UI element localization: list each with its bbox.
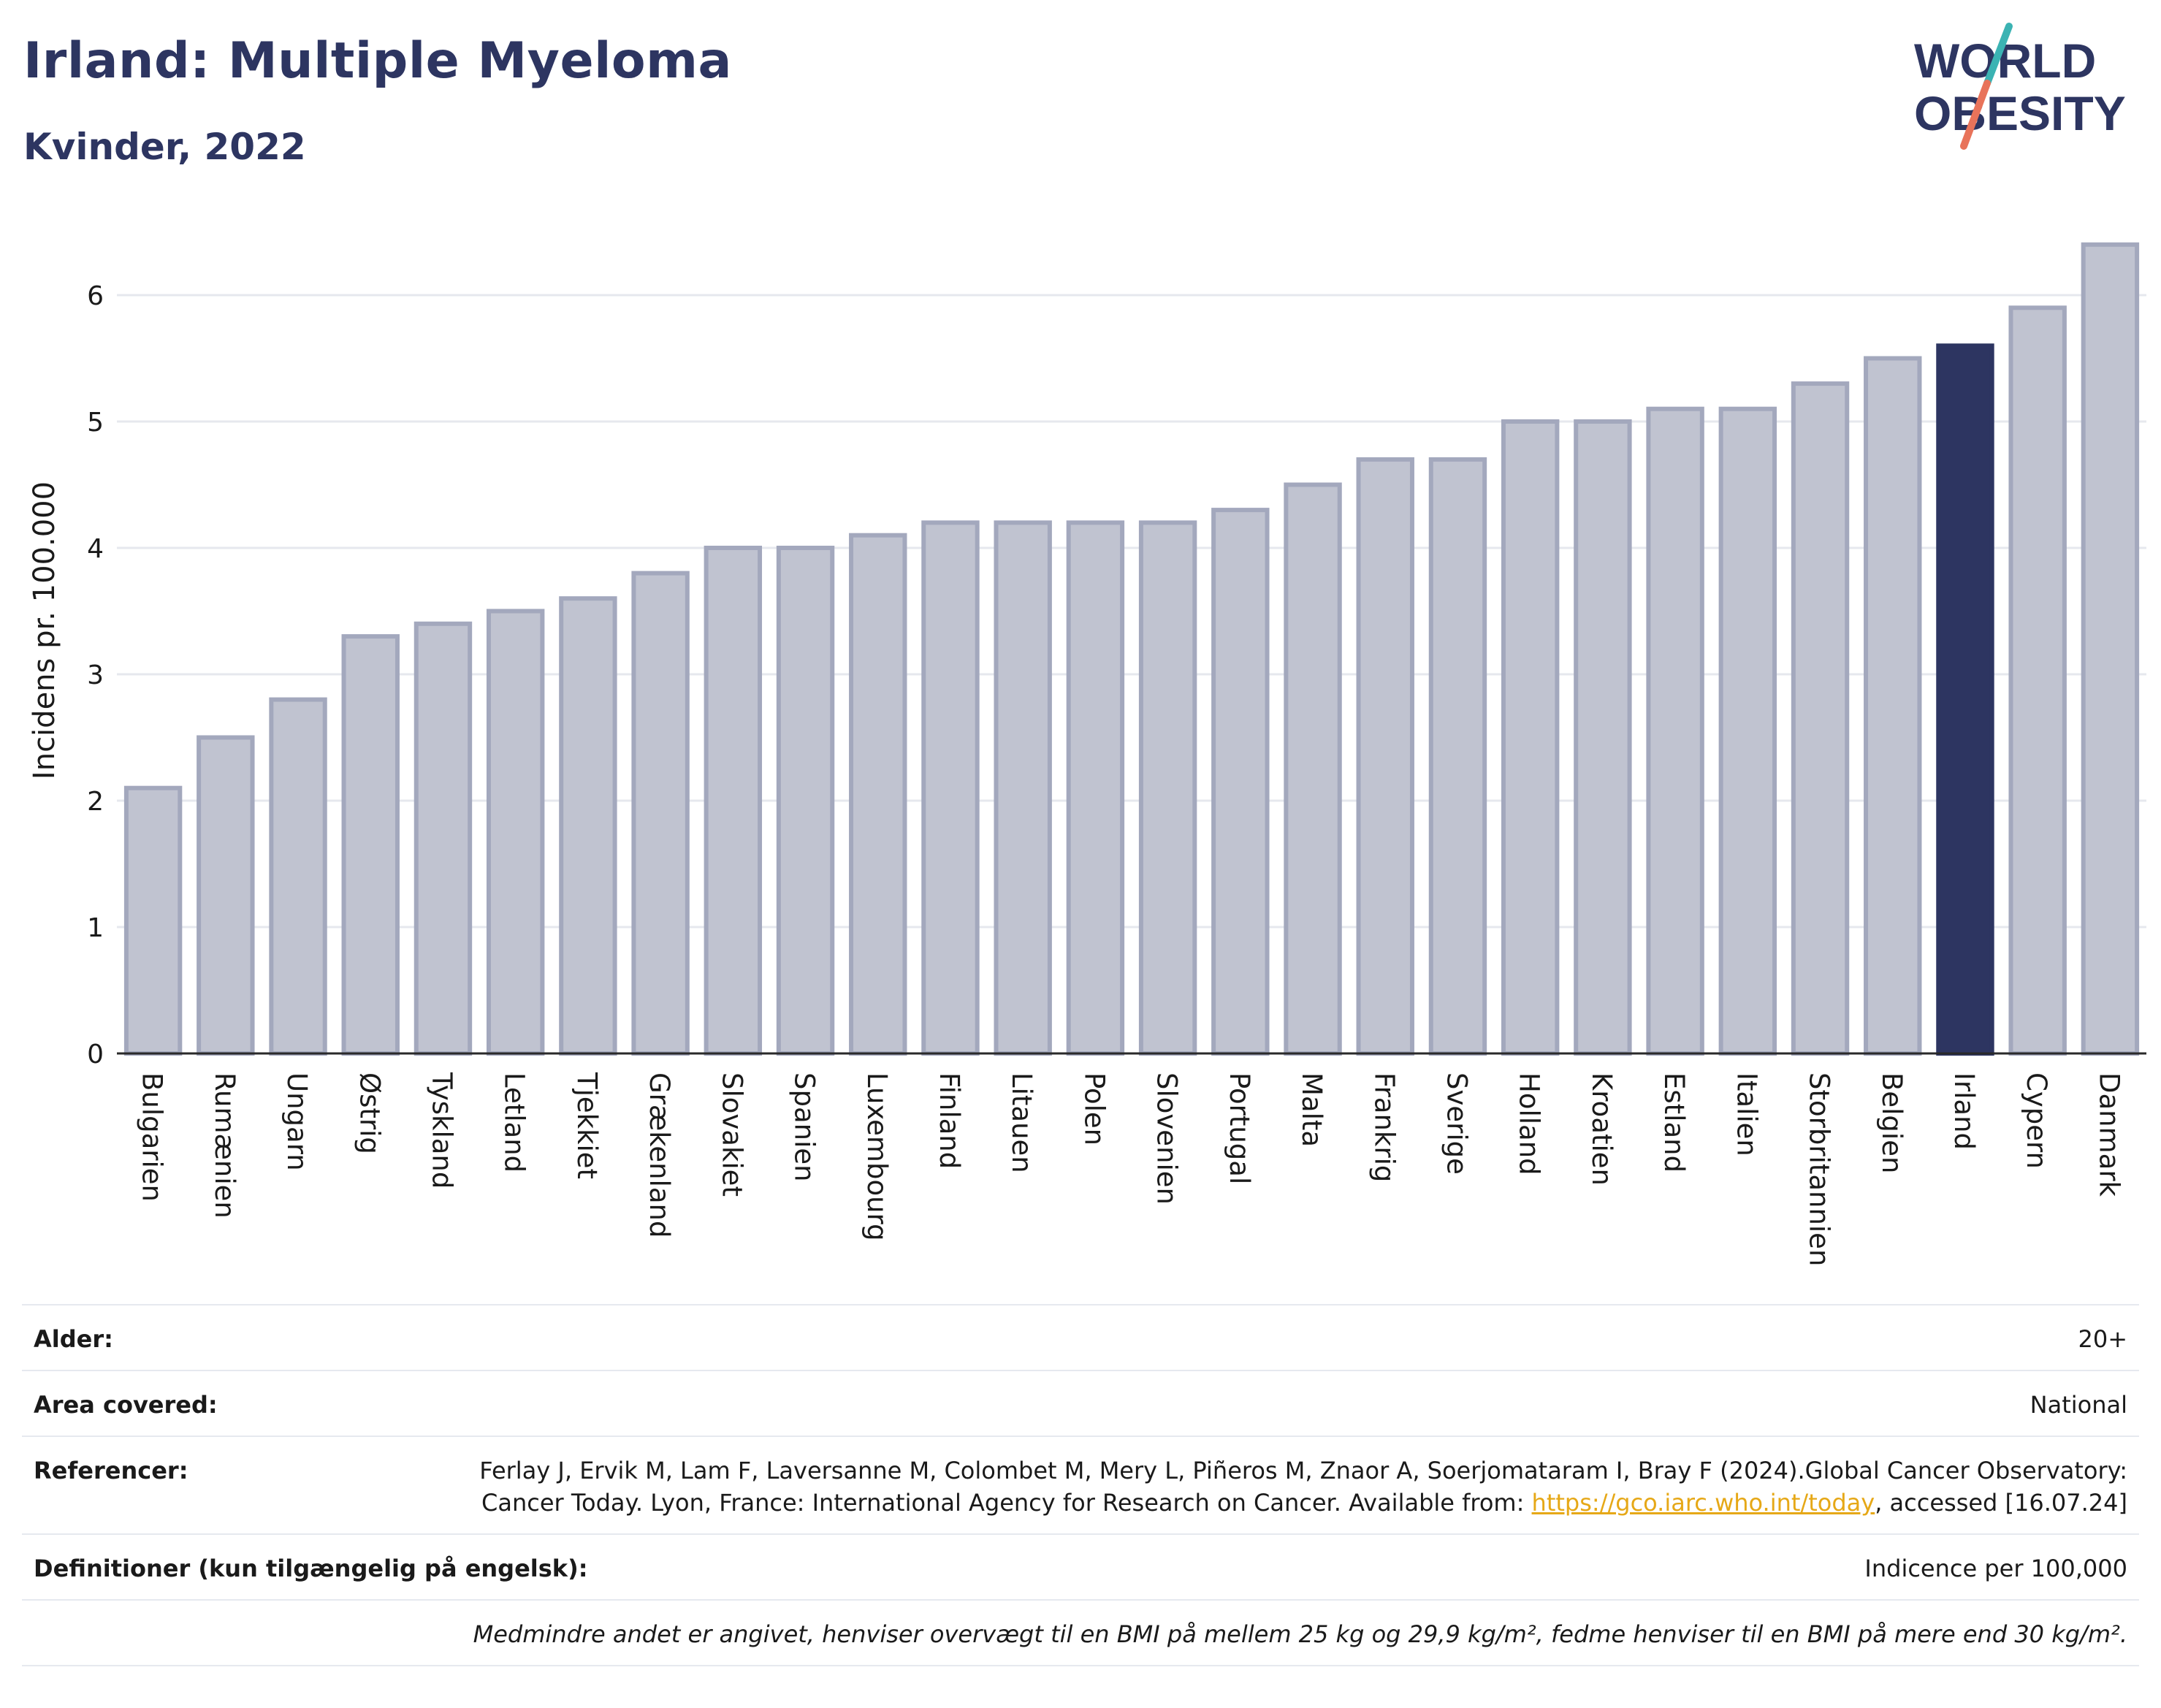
references-link[interactable]: https://gco.iarc.who.int/today — [1531, 1489, 1875, 1517]
x-tick-label: Finland — [934, 1072, 965, 1169]
references-text: Ferlay J, Ervik M, Lam F, Laversanne M, … — [479, 1457, 2127, 1517]
x-tick-label: Storbritannien — [1804, 1072, 1835, 1266]
bar-kroatien — [1574, 419, 1632, 1056]
x-tick-label: Frankrig — [1368, 1072, 1400, 1182]
x-tick-label: Ungarn — [281, 1072, 313, 1171]
y-tick-label: 6 — [87, 281, 104, 311]
bar-letland — [486, 609, 545, 1056]
bar-frankrig — [1356, 457, 1414, 1056]
definitions-value: Indicence per 100,000 — [1864, 1555, 2127, 1582]
x-tick-label: Danmark — [2093, 1072, 2124, 1197]
references-value: Ferlay J, Ervik M, Lam F, Laversanne M, … — [462, 1455, 2127, 1519]
x-tick-label: Spanien — [789, 1072, 820, 1182]
x-tick-label: Irland — [1948, 1072, 1980, 1150]
x-tick-label: Bulgarien — [137, 1072, 168, 1202]
bar-grækenland — [631, 571, 690, 1056]
bar-malta — [1284, 482, 1342, 1056]
x-tick-label: Tjekkiet — [571, 1072, 603, 1179]
x-tick-label: Estland — [1658, 1072, 1690, 1173]
bar-rumænien — [197, 735, 255, 1056]
bar-litauen — [994, 520, 1052, 1056]
area-label: Area covered: — [34, 1391, 218, 1419]
row-references: Referencer: Ferlay J, Ervik M, Lam F, La… — [22, 1436, 2139, 1533]
bar-storbritannien — [1791, 381, 1850, 1056]
row-definitions: Definitioner (kun tilgængelig på engelsk… — [22, 1533, 2139, 1599]
x-tick-label: Holland — [1514, 1072, 1545, 1175]
x-tick-label: Slovakiet — [716, 1072, 747, 1197]
bar-slovakiet — [704, 546, 763, 1056]
y-axis-label: Incidens pr. 100.000 — [28, 481, 61, 779]
x-tick-label: Letland — [499, 1072, 530, 1173]
y-tick-label: 4 — [87, 534, 104, 564]
bar-holland — [1501, 419, 1560, 1056]
bar-polen — [1066, 520, 1125, 1056]
bar-sverige — [1428, 457, 1487, 1056]
y-tick-label: 3 — [87, 660, 104, 690]
x-tick-label: Luxembourg — [861, 1072, 893, 1241]
bar-spanien — [776, 546, 835, 1056]
x-tick-label: Belgien — [1876, 1072, 1907, 1173]
bar-italien — [1718, 406, 1777, 1056]
bar-cypern — [2008, 305, 2067, 1056]
bar-irland — [1936, 343, 1994, 1056]
x-tick-label: Tyskland — [426, 1072, 457, 1189]
row-age: Alder: 20+ — [22, 1304, 2139, 1370]
logo-slash-red — [1960, 80, 1991, 150]
x-tick-labels: Bulgarien Rumænien Ungarn Østrig Tyskland Let… — [137, 1072, 2125, 1266]
page-subtitle: Kvinder, 2022 — [23, 126, 306, 168]
x-tick-label: Grækenland — [644, 1072, 675, 1238]
x-tick-label: Malta — [1296, 1072, 1327, 1147]
bar-ungarn — [269, 697, 327, 1056]
y-tick-label: 2 — [87, 787, 104, 817]
x-tick-label: Østrig — [354, 1072, 385, 1154]
x-tick-label: Italien — [1731, 1072, 1762, 1156]
x-tick-label: Rumænien — [209, 1072, 240, 1219]
references-label: Referencer: — [34, 1457, 188, 1484]
age-value: 20+ — [2078, 1325, 2127, 1353]
bar-østrig — [341, 634, 400, 1056]
page-title: Irland: Multiple Myeloma — [23, 32, 732, 90]
bar-danmark — [2081, 242, 2140, 1056]
x-tick-label: Cypern — [2021, 1072, 2052, 1169]
row-note: Medmindre andet er angivet, henviser ove… — [22, 1599, 2139, 1666]
logo-line2: OBESITY — [1914, 86, 2126, 140]
bar-chart: 0 1 2 3 4 5 6 Bulgarien Rumænien Ungarn Østrig Tys… — [28, 242, 2146, 1266]
references-accessed: , accessed [16.07.24] — [1875, 1489, 2127, 1517]
x-tick-label: Portugal — [1224, 1072, 1255, 1184]
y-tick-label: 5 — [87, 408, 104, 438]
bmi-note: Medmindre andet er angivet, henviser ove… — [473, 1620, 2127, 1648]
bar-estland — [1646, 406, 1704, 1056]
definitions-label: Definitioner (kun tilgængelig på engelsk… — [34, 1555, 588, 1582]
y-tick-label: 0 — [87, 1040, 104, 1070]
bar-slovenien — [1138, 520, 1197, 1056]
bar-bulgarien — [123, 785, 183, 1056]
bar-tyskland — [413, 621, 473, 1056]
age-label: Alder: — [34, 1325, 113, 1353]
x-tick-label: Litauen — [1006, 1072, 1037, 1173]
bar-portugal — [1211, 508, 1270, 1056]
bars — [123, 242, 2140, 1056]
bar-tjekkiet — [559, 596, 617, 1056]
y-tick-label: 1 — [87, 913, 104, 943]
x-tick-label: Sverige — [1441, 1072, 1472, 1175]
x-tick-label: Slovenien — [1151, 1072, 1183, 1205]
bar-finland — [921, 520, 980, 1056]
x-tick-label: Polen — [1078, 1072, 1110, 1145]
row-area: Area covered: National — [22, 1370, 2139, 1436]
area-value: National — [2029, 1391, 2127, 1419]
logo-slash-teal — [1983, 23, 2013, 87]
info-table: Alder: 20+ Area covered: National Refere… — [22, 1304, 2139, 1666]
bar-belgien — [1864, 356, 1922, 1056]
bar-luxembourg — [849, 533, 907, 1056]
x-tick-label: Kroatien — [1586, 1072, 1617, 1186]
world-obesity-logo: WORLD OBESITY — [1914, 23, 2126, 150]
y-tick-labels: 0 1 2 3 4 5 6 — [87, 281, 104, 1070]
